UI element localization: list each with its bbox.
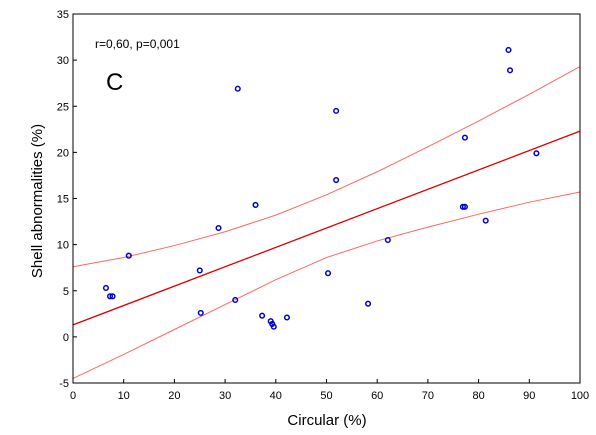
- data-point: [196, 267, 203, 274]
- ci-lower-line: [72, 191, 581, 379]
- x-tick-label: 0: [70, 390, 76, 402]
- data-point: [270, 323, 277, 330]
- y-tick-label: 10: [57, 240, 69, 252]
- data-point: [459, 203, 466, 210]
- plot-frame: [72, 13, 581, 384]
- data-point: [333, 177, 340, 184]
- confidence-band-lines: [72, 66, 581, 379]
- x-tick-label: 70: [422, 390, 434, 402]
- x-axis-label: Circular (%): [287, 412, 366, 429]
- x-tick-label: 10: [118, 390, 130, 402]
- y-tick-label: 25: [57, 101, 69, 113]
- y-tick-label: -5: [59, 378, 69, 390]
- data-point: [197, 309, 204, 316]
- data-point: [283, 314, 291, 321]
- x-tick-label: 50: [320, 390, 332, 402]
- regression-line-group: [72, 130, 581, 326]
- data-point: [102, 284, 110, 292]
- data-point: [106, 293, 114, 300]
- plot-border: [72, 13, 581, 384]
- data-point: [109, 293, 116, 300]
- data-point: [234, 85, 241, 92]
- data-point: [505, 46, 512, 54]
- data-point: [259, 312, 266, 319]
- data-point: [252, 201, 259, 209]
- y-tick-label: 15: [57, 194, 69, 206]
- y-tick-label: 35: [57, 9, 69, 21]
- y-tick-label: 5: [63, 286, 69, 298]
- stat-annotation: r=0,60, p=0,001: [95, 37, 180, 51]
- y-tick-label: 30: [57, 55, 69, 67]
- data-point: [461, 134, 468, 141]
- x-tick-label: 100: [571, 390, 589, 402]
- data-point: [533, 150, 540, 157]
- y-axis-label: Shell abnormalities (%): [29, 124, 46, 278]
- data-point: [461, 203, 468, 210]
- data-points: [102, 46, 540, 330]
- data-point: [125, 252, 132, 259]
- data-point: [482, 217, 489, 224]
- x-tick-label: 90: [523, 390, 535, 402]
- data-point: [506, 67, 514, 74]
- data-point: [365, 300, 372, 307]
- data-point: [232, 296, 239, 304]
- data-point: [384, 236, 391, 244]
- x-tick-label: 30: [219, 390, 231, 402]
- data-point: [215, 224, 222, 232]
- y-tick-label: 20: [57, 147, 69, 159]
- data-point: [333, 107, 340, 114]
- x-tick-label: 60: [371, 390, 383, 402]
- x-tick-label: 40: [270, 390, 282, 402]
- x-tick-label: 20: [168, 390, 180, 402]
- ci-upper-line: [72, 66, 581, 268]
- y-tick-label: 0: [63, 332, 69, 344]
- regression-line: [72, 130, 581, 326]
- panel-label: C: [106, 69, 123, 96]
- data-point: [324, 270, 332, 277]
- x-tick-label: 80: [472, 390, 484, 402]
